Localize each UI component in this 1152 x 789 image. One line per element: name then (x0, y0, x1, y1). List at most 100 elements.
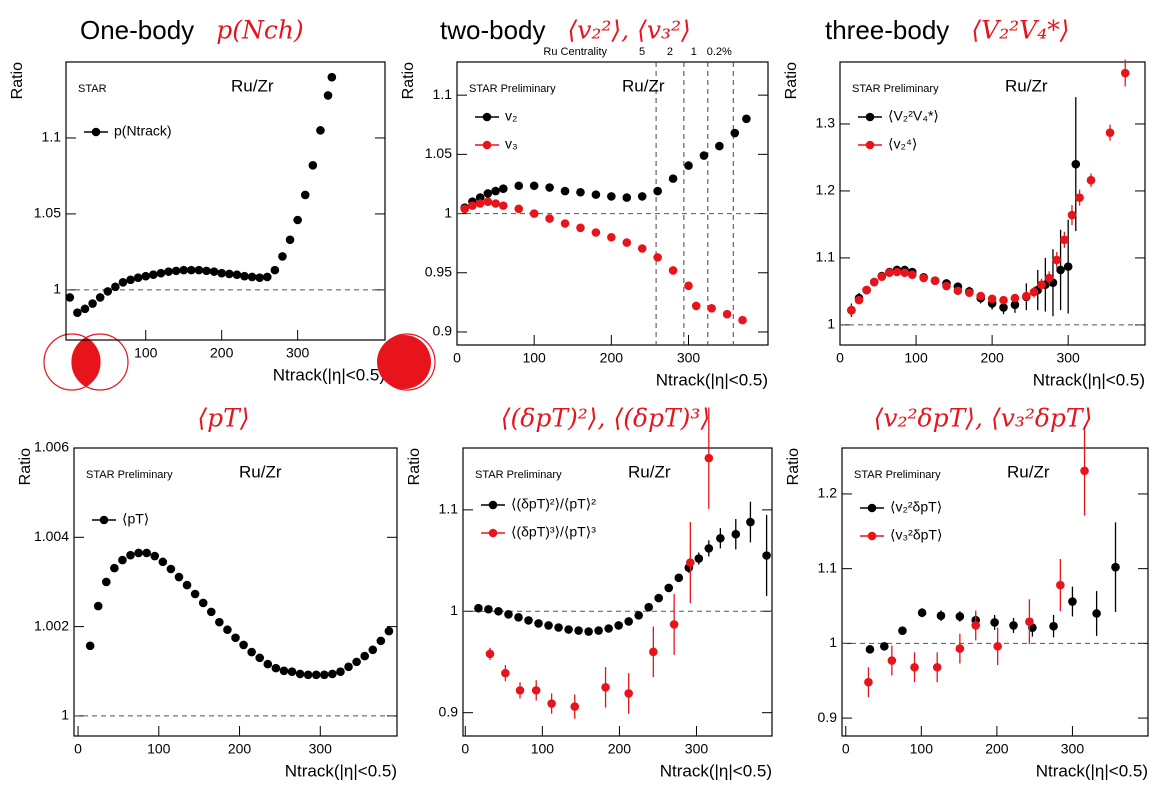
y-tick-label: 0.9 (439, 703, 459, 719)
data-point (990, 618, 999, 627)
data-point (576, 223, 585, 233)
legend-label: ⟨pT⟩ (122, 511, 149, 527)
data-point (308, 161, 318, 170)
panel-title: One-body (80, 15, 194, 45)
data-point (999, 295, 1008, 305)
data-point (1056, 265, 1065, 275)
data-point (223, 625, 232, 635)
data-point (320, 670, 329, 680)
x-tick-label: 200 (210, 345, 234, 361)
data-point (384, 626, 394, 636)
data-point (653, 253, 662, 262)
data-point (847, 305, 856, 315)
experiment-label: STAR Preliminary (852, 83, 939, 95)
x-tick-label: 0 (461, 741, 469, 757)
data-point (971, 621, 981, 630)
data-point (474, 603, 483, 613)
data-point (110, 563, 119, 573)
data-point (529, 209, 539, 218)
data-point (1022, 291, 1031, 301)
data-point (864, 677, 873, 687)
data-point (932, 662, 942, 672)
data-point (576, 187, 585, 197)
data-point (930, 276, 940, 285)
data-point (182, 580, 192, 590)
data-point (494, 606, 503, 616)
data-point (910, 662, 919, 672)
data-point (707, 303, 716, 313)
data-point (898, 626, 907, 635)
overlap-icon (43, 333, 129, 391)
system-label: Ru/Zr (622, 76, 665, 95)
data-point (877, 272, 887, 281)
x-tick-label: 300 (309, 741, 333, 757)
y-tick-label: 1.2 (816, 182, 836, 198)
data-point (194, 265, 204, 275)
legend-marker (488, 528, 498, 538)
y-axis-label: Ratio (785, 448, 802, 485)
data-point (262, 272, 272, 282)
data-point (224, 269, 234, 279)
x-tick-label: 100 (134, 345, 158, 361)
data-point (499, 201, 508, 210)
data-point (316, 126, 325, 135)
centrality-label: 2 (667, 46, 673, 58)
data-point (217, 268, 227, 278)
legend-label: v₂ (505, 108, 517, 124)
data-point (684, 161, 693, 170)
data-point (601, 683, 610, 692)
data-point (270, 265, 280, 275)
data-point (103, 287, 113, 296)
data-point (644, 602, 654, 612)
y-axis-label: Ratio (406, 448, 423, 485)
data-point (669, 620, 679, 629)
x-tick-label: 0 (74, 741, 82, 757)
data-point (344, 662, 353, 672)
legend-label: ⟨(δpT)²⟩/⟨pT⟩² (511, 496, 596, 512)
panel-formula: ⟨pT⟩ (197, 404, 249, 433)
data-point (1044, 273, 1054, 283)
y-tick-label: 1 (53, 281, 61, 297)
x-axis-label: Ntrack(|η|<0.5) (273, 365, 385, 384)
data-point (483, 189, 493, 198)
data-point (854, 295, 864, 305)
data-point (514, 181, 524, 191)
data-point (731, 529, 741, 539)
y-axis-label: Ratio (17, 448, 34, 485)
data-point (376, 636, 386, 646)
data-point (570, 702, 580, 711)
data-point (1037, 280, 1046, 290)
central-icon (377, 333, 436, 391)
y-tick-label: 0.9 (433, 323, 453, 339)
data-point (483, 197, 493, 207)
data-point (468, 201, 477, 210)
data-point (624, 689, 633, 698)
data-point (1052, 255, 1062, 265)
data-point (179, 265, 189, 275)
panel-title: three-body (825, 15, 949, 45)
legend-label: ⟨V₂²V₄*⟩ (888, 108, 939, 124)
y-tick-label: 1 (444, 204, 452, 220)
data-point (287, 667, 297, 677)
panel-formula: ⟨V₂²V₄*⟩ (971, 16, 1069, 45)
data-point (674, 573, 684, 583)
y-tick-label: 1.2 (818, 485, 838, 501)
data-point (591, 190, 601, 199)
legend-marker (482, 140, 492, 150)
data-point (917, 608, 927, 618)
data-point (653, 186, 662, 196)
data-point (1010, 300, 1020, 310)
plot-frame (841, 447, 1149, 737)
data-point (738, 315, 747, 325)
y-tick-label: 0.9 (818, 709, 838, 725)
experiment-label: STAR Preliminary (469, 83, 556, 95)
y-tick-label: 0.95 (425, 263, 452, 279)
system-label: Ru/Zr (1007, 462, 1050, 481)
data-point (295, 669, 305, 679)
data-point (564, 625, 573, 634)
data-point (1068, 597, 1077, 606)
data-point (544, 621, 553, 630)
data-point (1009, 621, 1018, 630)
y-tick-label: 1.004 (34, 528, 69, 544)
x-tick-label: 300 (677, 350, 701, 366)
